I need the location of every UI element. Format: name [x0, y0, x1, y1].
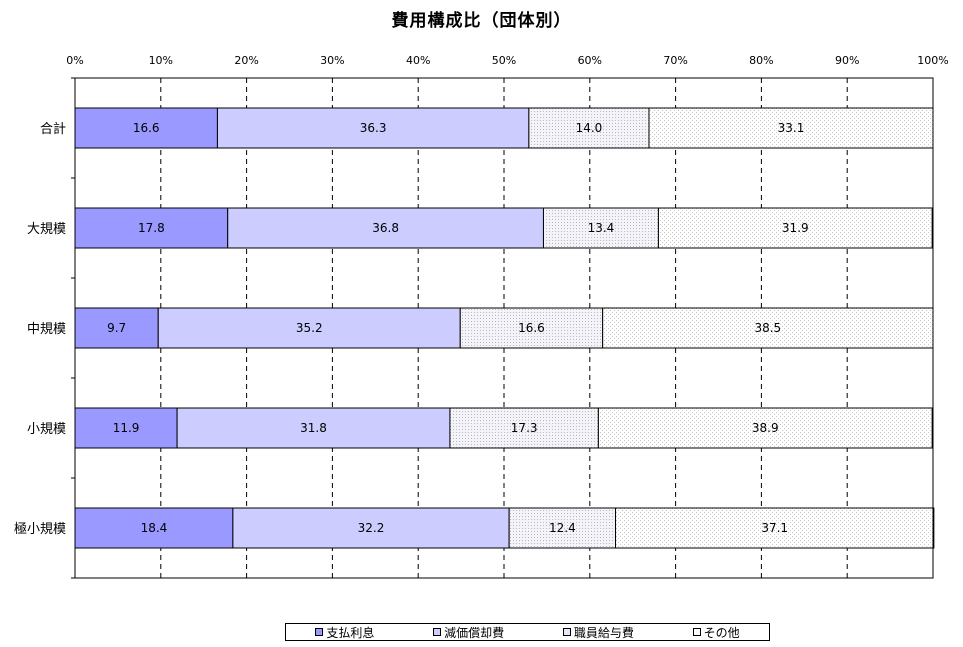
bar-segment: [648, 107, 934, 149]
data-label: 38.5: [754, 321, 781, 335]
y-category-label: 合計: [40, 121, 66, 137]
bar-segment: [216, 107, 530, 149]
data-label: 31.8: [300, 421, 327, 435]
bar-segment: [176, 407, 451, 449]
bar-segment: [602, 307, 934, 349]
bar-segment: [615, 507, 935, 549]
x-tick-label: 50%: [492, 54, 516, 67]
legend-swatch: [315, 628, 324, 636]
legend-item: 減価償却費: [433, 624, 504, 641]
x-tick-label: 10%: [149, 54, 173, 67]
legend-label: 職員給与費: [573, 625, 634, 640]
data-label: 11.9: [113, 421, 140, 435]
data-label: 17.8: [138, 221, 165, 235]
x-tick-label: 70%: [663, 54, 687, 67]
bar-segment: [449, 407, 599, 449]
bar-segment: [597, 407, 933, 449]
data-label: 18.4: [141, 521, 168, 535]
y-category-label: 極小規模: [14, 521, 66, 537]
bar-segment: [74, 207, 229, 249]
y-category-label: 大規模: [27, 222, 66, 237]
bar-segment: [74, 307, 159, 349]
bar-segment: [542, 207, 659, 249]
data-label: 38.9: [752, 421, 779, 435]
legend-label: その他: [703, 625, 740, 640]
bar-segment: [657, 207, 933, 249]
data-label: 9.7: [107, 321, 126, 335]
bar-segment: [157, 307, 461, 349]
legend-label: 減価償却費: [444, 625, 505, 640]
y-category-label: 小規模: [27, 422, 66, 437]
data-label: 37.1: [761, 521, 788, 535]
data-label: 16.6: [133, 121, 160, 135]
data-label: 16.6: [518, 321, 545, 335]
x-tick-label: 100%: [917, 54, 948, 67]
legend-swatch: [692, 628, 701, 636]
x-tick-label: 20%: [234, 54, 258, 67]
data-label: 12.4: [549, 521, 576, 535]
x-tick-label: 30%: [320, 54, 344, 67]
data-label: 36.3: [360, 121, 387, 135]
bar-segment: [232, 507, 510, 549]
plot-border: [74, 77, 934, 579]
data-label: 35.2: [296, 321, 323, 335]
legend-item: その他: [692, 624, 740, 641]
bar-segment: [459, 307, 604, 349]
legend-swatch: [562, 628, 571, 636]
data-label: 14.0: [576, 121, 603, 135]
legend-label: 支払利息: [326, 625, 375, 640]
legend: 支払利息 減価償却費 職員給与費 その他: [285, 623, 770, 641]
x-tick-label: 60%: [578, 54, 602, 67]
data-label: 32.2: [358, 521, 385, 535]
x-tick-label: 90%: [835, 54, 859, 67]
x-tick-label: 0%: [66, 54, 83, 67]
data-label: 31.9: [782, 221, 809, 235]
bar-segment: [74, 407, 178, 449]
data-label: 33.1: [778, 121, 805, 135]
legend-item: 職員給与費: [562, 624, 634, 641]
data-label: 13.4: [588, 221, 615, 235]
bar-segment: [508, 507, 617, 549]
chart-title: 費用構成比（団体別）: [391, 11, 572, 31]
bar-segment: [227, 207, 544, 249]
legend-item: 支払利息: [315, 624, 374, 641]
legend-swatch: [433, 628, 442, 636]
data-label: 17.3: [511, 421, 538, 435]
x-tick-label: 40%: [406, 54, 430, 67]
x-tick-label: 80%: [749, 54, 773, 67]
data-label: 36.8: [372, 221, 399, 235]
y-category-label: 中規模: [27, 322, 66, 337]
